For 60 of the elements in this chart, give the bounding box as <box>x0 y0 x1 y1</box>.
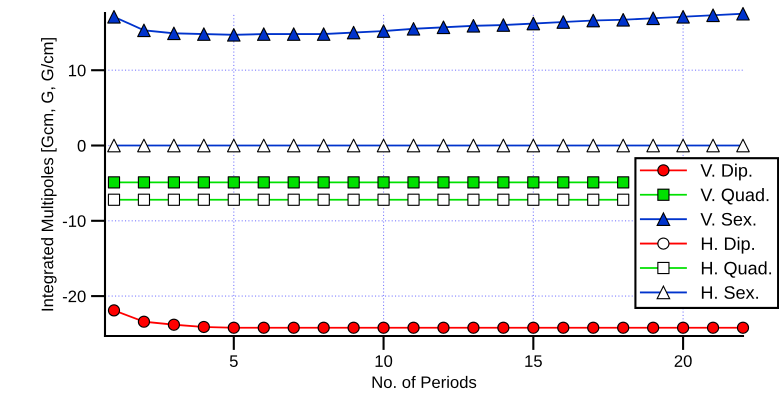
point <box>256 27 271 41</box>
legend-label: H. Quad. <box>702 261 772 278</box>
point <box>197 138 211 152</box>
x-tick-label: 15 <box>525 355 542 367</box>
point <box>706 8 720 22</box>
point <box>167 138 181 152</box>
y-axis-title: Integrated Multipoles [Gcm, G, G/cm] <box>41 38 57 310</box>
point <box>736 138 750 152</box>
point <box>316 27 330 41</box>
point <box>556 15 570 29</box>
point <box>406 22 420 36</box>
x-tick-label: 20 <box>674 355 692 367</box>
point <box>226 138 241 152</box>
x-tick-label: 5 <box>230 355 238 367</box>
point <box>256 138 271 152</box>
point <box>466 18 480 33</box>
y-tick-label: -10 <box>62 215 86 228</box>
point <box>346 26 360 40</box>
point <box>346 138 360 152</box>
point <box>616 12 630 27</box>
point <box>286 27 301 41</box>
point <box>646 138 660 152</box>
point <box>526 138 540 152</box>
point <box>107 10 121 24</box>
point <box>107 138 121 152</box>
x-axis-title: No. of Periods <box>372 376 476 388</box>
legend-label: V. Quad. <box>700 188 768 204</box>
point <box>406 138 420 152</box>
point <box>676 10 690 24</box>
point <box>197 27 211 41</box>
point <box>137 24 151 38</box>
point <box>496 138 510 152</box>
point <box>436 138 450 152</box>
point <box>436 20 450 34</box>
point <box>137 138 151 152</box>
legend-label: V. Dip. <box>700 164 752 180</box>
point <box>376 24 390 38</box>
point <box>376 138 390 152</box>
legend-label: V. Sex. <box>700 212 756 226</box>
point <box>316 138 330 152</box>
point <box>586 138 600 152</box>
point <box>736 6 750 21</box>
point <box>167 26 181 40</box>
point <box>586 14 600 28</box>
point <box>286 138 301 152</box>
point <box>526 16 540 30</box>
point <box>706 138 720 152</box>
point <box>616 138 630 152</box>
x-tick-label: 10 <box>376 355 392 367</box>
point <box>496 18 510 32</box>
y-tick-label: 10 <box>68 64 86 76</box>
y-tick-label: -20 <box>62 290 86 302</box>
point <box>676 138 690 152</box>
legend-label: H. Dip. <box>702 236 754 254</box>
legend-label: H. Sex. <box>702 286 758 299</box>
point <box>556 138 570 152</box>
point <box>466 138 480 152</box>
point <box>646 11 660 26</box>
y-tick-label: 0 <box>78 140 86 152</box>
point <box>226 28 241 42</box>
